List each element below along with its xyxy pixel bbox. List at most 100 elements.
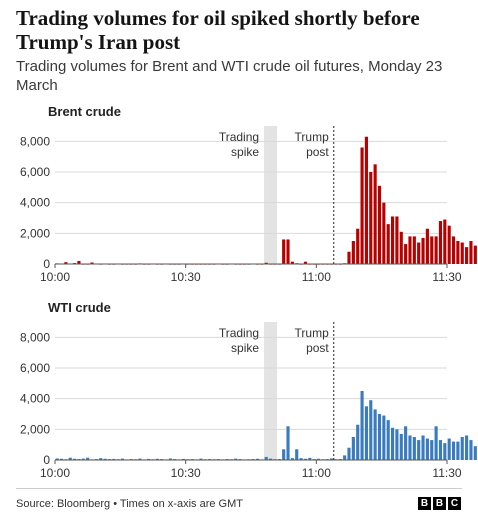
volume-bar [438,221,443,264]
volume-bar [412,437,416,460]
volume-bar [373,164,377,264]
volume-bar [386,224,390,264]
volume-bar [360,147,364,264]
x-tick-label: 11:30 [432,270,461,284]
trading-spike-label: Trading [219,130,259,144]
volume-bar [90,262,94,264]
x-tick-label: 11:00 [302,466,331,480]
volume-bar [451,441,456,460]
volume-bar [369,172,373,264]
trading-spike-band [264,322,278,460]
volume-bar [386,420,390,460]
volume-bar [373,409,377,460]
volume-bar [465,247,469,264]
volume-bar [395,429,399,460]
y-tick-label: 6,000 [20,361,50,375]
volume-bar [460,437,464,460]
volume-bar [360,391,364,460]
volume-bar [282,239,286,264]
wti-volume-chart: 0 2,000 4,000 6,000 8,000 10:00 10:30 11:00 11:3… [20,322,477,480]
volume-bar [299,458,303,460]
volume-bar [434,426,438,460]
volume-bar [55,458,59,460]
volume-bar [364,406,368,460]
bbc-logo-letter: B [433,497,446,510]
volume-bar [112,458,116,460]
volume-bar [86,457,90,460]
trading-spike-label: spike [231,145,259,159]
volume-bar [404,426,408,460]
volume-bar [438,440,443,460]
trump-post-label: Trump [295,130,330,144]
x-tick-label: 11:30 [432,466,461,480]
x-tick-label: 10:00 [40,466,70,480]
volume-bar [282,449,286,460]
volume-bar [356,228,360,264]
volume-bar [382,415,386,460]
volume-bar [473,245,477,264]
volume-bar [412,236,416,264]
trading-spike-label: spike [231,341,259,355]
volume-bar [286,426,290,460]
volume-bar [295,449,299,460]
volume-bar [351,241,355,264]
volume-bar [417,440,421,460]
volume-bar [255,458,260,460]
volume-bar [99,458,103,460]
volume-bar [451,236,456,264]
y-tick-label: 8,000 [20,330,50,344]
y-tick-label: 6,000 [20,165,50,179]
volume-bar [303,261,308,264]
volume-bar [347,251,351,264]
y-tick-label: 4,000 [20,196,50,210]
wti-chart-title: WTI crude [48,300,111,315]
volume-bar [364,136,368,264]
volume-bar [103,458,107,460]
volume-bar [369,400,373,460]
source-note: Source: Bloomberg • Times on x-axis are … [16,498,243,510]
brent-volume-chart: 0 2,000 4,000 6,000 8,000 10:00 10:30 11:00 11:3… [20,126,477,284]
volume-bar [443,443,447,460]
volume-bar [234,458,238,460]
volume-bar [377,185,382,264]
volume-bar [382,202,386,264]
volume-bar [77,260,81,264]
volume-bar [447,438,451,460]
footer-divider [16,488,462,489]
volume-bar [73,458,77,460]
volume-bar [465,435,469,460]
trading-spike-band [264,126,278,264]
volume-bar [408,236,412,264]
volume-bar [443,219,447,264]
brent-chart-title: Brent crude [48,104,121,119]
volume-bar [469,241,473,264]
trump-post-label: Trump [295,326,330,340]
page-title: Trading volumes for oil spiked shortly b… [16,6,420,54]
bbc-logo-letter: C [448,497,461,510]
volume-bar [408,435,412,460]
volume-bar [417,242,421,264]
trump-post-label: post [306,145,329,159]
volume-bar [430,236,434,264]
volume-bar [147,458,151,460]
volume-bar [434,236,438,264]
volume-bar [390,216,395,264]
volume-bar [316,458,321,460]
volume-bar [155,458,159,460]
volume-bar [390,427,395,460]
x-tick-label: 11:00 [302,270,331,284]
volume-bar [199,458,203,460]
volume-bar [290,261,294,264]
volume-bar [343,455,347,460]
volume-bar [399,231,403,264]
volume-bar [308,457,312,460]
volume-bar [138,458,142,460]
volume-bar [264,456,268,460]
volume-bar [59,458,64,460]
volume-bar [404,244,408,264]
page-subtitle: Trading volumes for Brent and WTI crude … [16,58,443,94]
volume-bar [347,447,351,460]
volume-bar [68,457,72,460]
volume-bar [425,438,429,460]
volume-bar [269,458,273,460]
